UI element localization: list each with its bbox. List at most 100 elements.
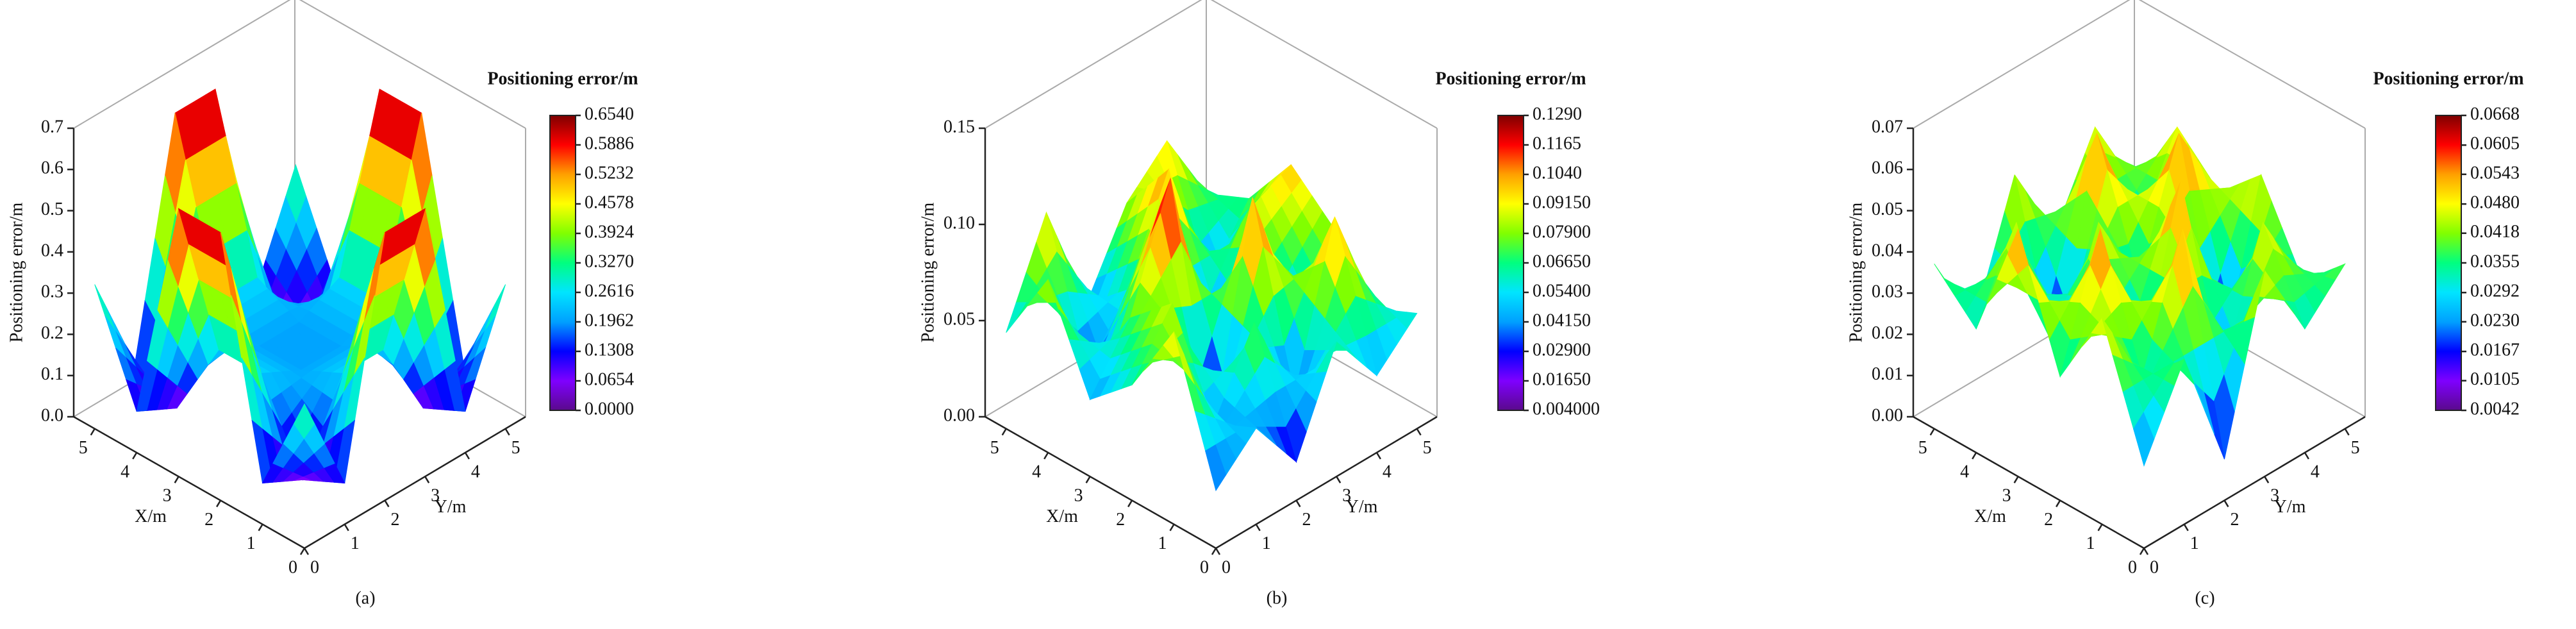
panel: 0.00 0.01 0.02 0.03 0.04 0.05 0.06 0.07 0 1 2 3 4 5 0 1… xyxy=(1846,0,2524,608)
x-axis xyxy=(1913,415,2145,549)
x-tick xyxy=(299,548,306,555)
x-tick-label: 0 xyxy=(2128,557,2137,577)
colorbar xyxy=(549,115,576,411)
y-tick-label: 2 xyxy=(1302,510,1311,530)
colorbar-tick-label: 0.0654 xyxy=(585,369,634,389)
colorbar-tick-label: 0.6540 xyxy=(585,104,634,124)
x-tick xyxy=(216,499,222,508)
x-tick-label: 0 xyxy=(1200,557,1209,577)
z-tick-label: 0.7 xyxy=(41,117,63,137)
y-tick-label: 0 xyxy=(2150,557,2159,577)
colorbar-tick-label: 0.0042 xyxy=(2470,399,2520,419)
x-tick xyxy=(1929,428,1935,436)
y-tick-label: 5 xyxy=(511,438,520,458)
z-tick-label: 0.1 xyxy=(41,364,63,384)
box-edge xyxy=(985,0,1202,129)
x-tick-label: 3 xyxy=(163,486,172,506)
x-tick-label: 3 xyxy=(1074,486,1083,506)
colorbar-tick-label: 0.01650 xyxy=(1533,369,1591,389)
surface-patch xyxy=(294,403,315,439)
y-axis-label: Y/m xyxy=(435,497,467,517)
x-tick xyxy=(1169,524,1175,532)
x-tick-label: 2 xyxy=(1116,510,1125,530)
x-tick xyxy=(174,476,179,483)
colorbar-tick-label: 0.02900 xyxy=(1533,340,1591,360)
z-tick-label: 0.10 xyxy=(943,213,975,233)
x-axis-label: X/m xyxy=(135,507,167,526)
x-tick xyxy=(132,452,138,460)
colorbar-tick-label: 0.1962 xyxy=(585,310,634,330)
colorbar-tick-label: 0.0480 xyxy=(2470,193,2520,213)
x-tick xyxy=(2139,548,2145,555)
colorbar-tick-label: 0.0000 xyxy=(585,399,634,419)
box-edge xyxy=(73,0,291,129)
y-tick-label: 3 xyxy=(1342,486,1351,506)
y-tick xyxy=(384,499,390,508)
x-tick xyxy=(1127,499,1133,508)
x-tick xyxy=(2097,524,2103,532)
colorbar-tick-label: 0.004000 xyxy=(1533,399,1600,419)
z-tick-label: 0.07 xyxy=(1872,117,1903,137)
x-axis xyxy=(985,415,1217,549)
y-tick-label: 1 xyxy=(1262,533,1271,553)
z-tick-label: 0.01 xyxy=(1872,364,1903,384)
x-tick xyxy=(258,524,263,532)
colorbar-tick-label: 0.04150 xyxy=(1533,310,1591,330)
surface-patch xyxy=(485,284,506,331)
z-tick-label: 0.4 xyxy=(41,240,63,260)
colorbar-tick-label: 0.1308 xyxy=(585,340,634,360)
z-tick-label: 0.0 xyxy=(41,405,63,425)
y-tick xyxy=(1375,452,1381,460)
colorbar-tick-label: 0.0230 xyxy=(2470,310,2520,330)
colorbar-tick-label: 0.05400 xyxy=(1533,281,1591,301)
y-tick-label: 4 xyxy=(2311,462,2320,482)
panel-label: (c) xyxy=(2195,588,2215,608)
colorbar-tick-label: 0.0543 xyxy=(2470,163,2520,183)
y-axis xyxy=(304,415,526,549)
y-tick-label: 4 xyxy=(1383,462,1392,482)
x-tick-label: 5 xyxy=(79,438,88,458)
surface-patch xyxy=(104,315,126,358)
colorbar-tick-label: 0.07900 xyxy=(1533,222,1591,242)
y-tick xyxy=(303,548,310,555)
y-tick-label: 0 xyxy=(1222,557,1231,577)
colorbar xyxy=(1497,115,1524,411)
y-tick-label: 2 xyxy=(390,510,399,530)
box-edge xyxy=(1913,0,2131,129)
box-edge xyxy=(299,0,526,129)
colorbar-tick-label: 0.5232 xyxy=(585,163,634,183)
x-tick xyxy=(1001,428,1007,436)
z-tick-label: 0.06 xyxy=(1872,158,1903,178)
surface-patch xyxy=(1205,444,1227,492)
z-tick-label: 0.6 xyxy=(41,158,63,178)
colorbar-title: Positioning error/m xyxy=(2373,69,2523,88)
y-tick xyxy=(2344,428,2350,436)
colorbar-tick-label: 0.09150 xyxy=(1533,192,1591,212)
y-axis xyxy=(1215,415,1438,549)
colorbar xyxy=(2435,115,2462,411)
surface-patch xyxy=(94,284,116,331)
colorbar-tick-label: 0.06650 xyxy=(1533,251,1591,271)
z-tick-label: 0.2 xyxy=(41,323,63,343)
y-tick xyxy=(424,476,430,483)
colorbar-tick-label: 0.1165 xyxy=(1533,133,1581,153)
z-tick-label: 0.00 xyxy=(1872,405,1903,425)
x-tick xyxy=(1085,476,1091,483)
y-tick-label: 1 xyxy=(2190,533,2199,553)
x-tick xyxy=(2013,476,2019,483)
colorbar-tick-label: 0.0167 xyxy=(2470,340,2520,360)
z-tick-label: 0.05 xyxy=(943,309,975,329)
x-tick xyxy=(90,428,96,436)
y-axis-label: Y/m xyxy=(1346,497,1378,517)
x-tick xyxy=(1972,452,1977,460)
y-tick xyxy=(1336,476,1342,483)
surface-patch xyxy=(2133,412,2155,467)
z-tick-label: 0.3 xyxy=(41,282,63,302)
x-tick-label: 1 xyxy=(247,533,256,553)
x-tick-label: 4 xyxy=(120,462,129,482)
x-tick-label: 3 xyxy=(2002,486,2011,506)
y-tick-label: 4 xyxy=(471,462,480,482)
surface-patch xyxy=(1934,264,1956,285)
y-tick xyxy=(2304,452,2309,460)
